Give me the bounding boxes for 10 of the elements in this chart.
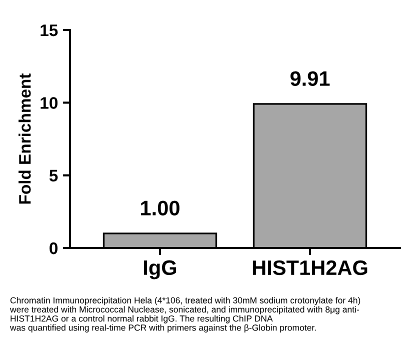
y-tick-label: 5 — [49, 170, 58, 182]
y-axis-title: Fold Enrichment — [18, 73, 31, 204]
x-tick-label: HIST1H2AG — [252, 260, 368, 276]
y-tick-label: 0 — [50, 242, 58, 254]
data-label: 1.00 — [141, 200, 180, 216]
y-tick-label: 15 — [40, 24, 58, 36]
data-label: 9.91 — [290, 71, 330, 86]
x-tick-label: IgG — [144, 260, 176, 280]
text: Chromatin Immunoprecipitation Hela (4*106, treated with 30mM sodium crotonylate for 4h) were treated with Micrococcal Nuclease, sonicated, and immunoprecipitated with 8μg anti- HIST1H2AG or a control normal rabbit IgG. The resulting ChIP DNA was quantified using real-time PCR with primers against the β-Globin promoter. — [10, 297, 360, 332]
y-tick-label: 10 — [40, 97, 58, 109]
